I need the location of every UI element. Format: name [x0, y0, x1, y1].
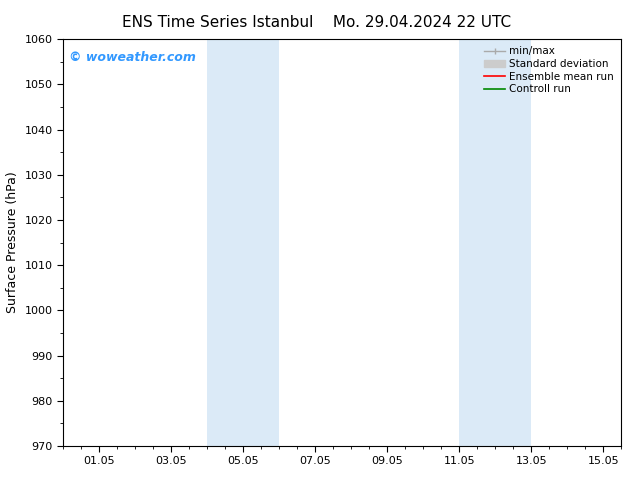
- Bar: [207, 39, 280, 446]
- Y-axis label: Surface Pressure (hPa): Surface Pressure (hPa): [6, 172, 19, 314]
- Bar: [460, 39, 531, 446]
- Legend: min/max, Standard deviation, Ensemble mean run, Controll run: min/max, Standard deviation, Ensemble me…: [482, 45, 616, 97]
- Text: © woweather.com: © woweather.com: [69, 51, 196, 64]
- Text: ENS Time Series Istanbul    Mo. 29.04.2024 22 UTC: ENS Time Series Istanbul Mo. 29.04.2024 …: [122, 15, 512, 30]
